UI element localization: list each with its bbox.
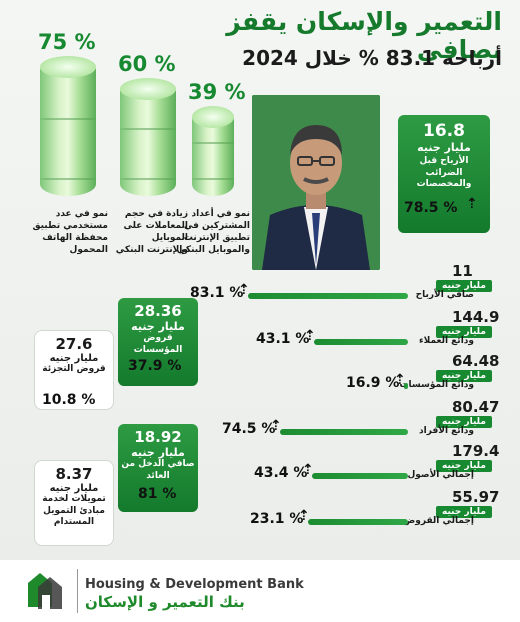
net-interest-label: صافي الدخل من العائد	[121, 459, 195, 481]
cylinder-pct-1: 75 %	[38, 30, 96, 54]
metric-pct: 43.4 %	[254, 465, 308, 481]
metric-unit: مليار جنيه	[436, 280, 492, 292]
corporate-loans-label: قروض المؤسسات	[133, 333, 183, 355]
metric-label: إجمالي الأصول	[407, 470, 474, 480]
metric-value: 179.4	[452, 442, 500, 460]
metric-arrow-icon: ⇡	[302, 462, 314, 478]
corporate-loans-value: 28.36	[134, 302, 182, 320]
footer	[0, 560, 520, 622]
cylinder-text-3: نمو في أعداد المشتركين في تطبيق الإنترنت…	[176, 209, 250, 256]
metric-unit: مليار جنيه	[436, 506, 492, 518]
metric-label: ودائع المؤسسات	[399, 380, 474, 390]
pretax-profit-card: 16.8 مليار جنيه الأرباح قبل الضرائب والم…	[398, 115, 490, 233]
metric-value: 55.97	[452, 488, 500, 506]
bank-name-ar: بنك التعمير و الإسكان	[85, 593, 245, 611]
net-interest-pct: 81 %	[138, 486, 177, 502]
card-sustainable-finance: 8.37 مليار جنيه تمويلات لخدمة مبادئ التم…	[34, 460, 114, 546]
metric-arrow-icon: ⇡	[298, 508, 310, 524]
metric-bar	[404, 383, 408, 389]
metric-pct: 23.1 %	[250, 511, 304, 527]
metric-pct: 16.9 %	[346, 375, 400, 391]
cylinder-pct-2: 60 %	[118, 52, 176, 76]
metric-bar	[248, 293, 408, 299]
metric-unit: مليار جنيه	[436, 326, 492, 338]
net-interest-unit: مليار جنيه	[131, 446, 185, 459]
card-retail-loans: 27.6 مليار جنيه قروض التجزئة	[34, 330, 114, 410]
metric-unit: مليار جنيه	[436, 370, 492, 382]
metric-label: ودائع العملاء	[419, 336, 474, 346]
metric-label: صافي الأرباح	[415, 290, 474, 300]
pretax-label: الأرباح قبل الضرائب والمخصصات	[416, 156, 472, 190]
metric-label: ودائع الأفراد	[419, 426, 474, 436]
corporate-loans-pct: 37.9 %	[128, 358, 182, 374]
metric-bar	[308, 519, 408, 525]
card-corporate-loans: 28.36 مليار جنيه قروض المؤسسات	[118, 298, 198, 386]
metric-value: 144.9	[452, 308, 500, 326]
metric-bar	[314, 339, 408, 345]
metric-bar	[280, 429, 408, 435]
metric-arrow-icon: ⇡	[394, 372, 406, 388]
page-subtitle: أرباحه 83.1 % خلال 2024	[242, 46, 502, 70]
sustainable-value: 8.37	[55, 465, 93, 483]
page-title: التعمير والإسكان يقفز بصافي	[226, 7, 502, 64]
pretax-value: 16.8	[423, 121, 465, 141]
corporate-loans-unit: مليار جنيه	[131, 320, 185, 333]
metric-arrow-icon: ⇡	[270, 418, 282, 434]
bank-logo-icon	[28, 573, 62, 609]
retail-loans-unit: مليار جنيه	[49, 353, 99, 364]
metric-pct: 43.1 %	[256, 331, 310, 347]
cylinder-1	[40, 56, 96, 196]
portrait-illustration	[252, 95, 380, 270]
pretax-arrow-icon: ⇡	[466, 196, 478, 212]
metric-label: إجمالي القروض	[403, 516, 474, 526]
cylinder-pct-3: 39 %	[188, 80, 246, 104]
cylinder-text-2: زيادة في حجم المعاملات على الموبايل والإ…	[115, 209, 188, 256]
metric-value: 11	[452, 262, 473, 280]
sustainable-label: تمويلات لخدمة مبادئ التمويل المستدام	[42, 494, 106, 528]
metric-arrow-icon: ⇡	[304, 328, 316, 344]
metric-pct: 74.5 %	[222, 421, 276, 437]
cylinder-2	[120, 78, 176, 196]
cylinder-3	[192, 106, 234, 196]
retail-loans-label: قروض التجزئة	[42, 364, 106, 374]
retail-loans-pct: 10.8 %	[42, 392, 96, 408]
metric-unit: مليار جنيه	[436, 416, 492, 428]
metric-pct: 83.1 %	[190, 285, 244, 301]
retail-loans-value: 27.6	[55, 335, 93, 353]
metric-value: 80.47	[452, 398, 500, 416]
bank-name-en: Housing & Development Bank	[85, 577, 304, 592]
cylinder-text-1: نمو في عدد مستخدمي تطبيق محفظة الهاتف ال…	[32, 209, 108, 256]
metric-unit: مليار جنيه	[436, 460, 492, 472]
ceo-portrait	[252, 95, 380, 270]
sustainable-unit: مليار جنيه	[49, 483, 99, 494]
pretax-unit: مليار جنيه	[417, 141, 471, 154]
card-net-interest-income: 18.92 مليار جنيه صافي الدخل من العائد	[118, 424, 198, 512]
metric-value: 64.48	[452, 352, 500, 370]
metric-bar	[312, 473, 408, 479]
footer-divider	[77, 569, 78, 613]
metric-arrow-icon: ⇡	[238, 282, 250, 298]
pretax-pct: 78.5 %	[404, 200, 458, 216]
net-interest-value: 18.92	[134, 428, 182, 446]
